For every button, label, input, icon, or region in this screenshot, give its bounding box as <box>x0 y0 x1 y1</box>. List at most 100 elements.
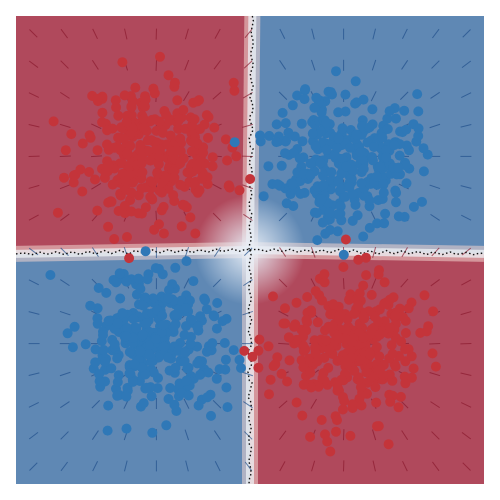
red-point <box>161 172 171 183</box>
red-point <box>316 415 327 425</box>
field-arrow <box>429 371 441 377</box>
field-arrow <box>60 28 68 39</box>
blue-point <box>281 198 292 209</box>
red-point <box>296 355 307 366</box>
blue-point <box>153 263 164 274</box>
blue-point <box>344 181 355 192</box>
blue-point <box>158 320 169 331</box>
blue-point <box>356 178 367 189</box>
blue-point <box>358 231 369 242</box>
blue-point <box>140 246 151 257</box>
red-point <box>358 332 369 343</box>
field-arrow <box>242 184 253 190</box>
red-point <box>171 145 182 156</box>
blue-point <box>181 321 191 332</box>
red-point <box>130 82 141 93</box>
red-point <box>119 90 130 101</box>
red-point <box>138 122 149 133</box>
field-arrow <box>430 91 440 99</box>
red-point <box>313 381 324 392</box>
blue-point <box>222 402 233 413</box>
red-point <box>364 348 375 359</box>
field-arrow <box>91 60 99 70</box>
blue-point <box>115 293 126 304</box>
red-point <box>387 348 398 359</box>
blue-point <box>150 334 161 345</box>
red-point <box>66 129 77 140</box>
red-point <box>161 109 171 120</box>
red-point <box>291 297 302 308</box>
red-point <box>297 410 308 421</box>
field-arrow <box>213 247 221 257</box>
red-point <box>272 352 283 363</box>
blue-point <box>312 235 323 246</box>
red-point <box>327 321 338 332</box>
red-point <box>190 228 201 239</box>
red-point <box>85 132 96 143</box>
field-arrow <box>60 213 70 221</box>
red-point <box>102 125 113 136</box>
red-point <box>427 348 438 359</box>
blue-point <box>141 318 152 329</box>
field-arrow <box>214 461 221 472</box>
blue-point <box>280 148 290 159</box>
blue-point <box>335 201 346 212</box>
red-point <box>126 101 137 112</box>
field-arrow <box>461 432 472 440</box>
red-point <box>314 290 325 301</box>
blue-point <box>318 180 329 191</box>
red-point <box>276 368 287 379</box>
blue-point <box>391 197 401 208</box>
field-arrow <box>278 278 288 288</box>
blue-point <box>202 392 213 403</box>
red-point <box>84 167 95 177</box>
blue-point <box>170 362 181 373</box>
field-arrow <box>28 311 40 315</box>
blue-point <box>45 270 56 280</box>
blue-point <box>333 133 344 144</box>
red-point <box>209 122 220 133</box>
field-arrow <box>243 279 253 287</box>
red-point <box>263 341 274 352</box>
blue-point <box>163 352 174 363</box>
red-point <box>136 151 147 162</box>
red-point <box>52 207 63 218</box>
blue-point <box>103 400 114 411</box>
red-point <box>149 88 160 99</box>
field-arrow <box>28 431 39 440</box>
red-point <box>113 110 124 121</box>
red-point <box>222 155 233 166</box>
blue-point <box>263 161 274 172</box>
field-arrow <box>399 91 409 101</box>
red-point <box>361 252 371 263</box>
red-point <box>332 332 343 342</box>
blue-point <box>310 141 321 152</box>
red-point <box>358 280 369 291</box>
blue-point <box>390 185 401 196</box>
field-arrow <box>92 28 98 40</box>
blue-point <box>131 322 142 333</box>
blue-point <box>90 357 101 368</box>
blue-point <box>299 94 310 105</box>
blue-point <box>161 420 172 431</box>
red-point <box>207 161 218 172</box>
red-point <box>421 326 432 337</box>
blue-point <box>391 113 401 124</box>
red-point <box>203 132 213 143</box>
blue-point <box>200 295 211 306</box>
red-point <box>223 180 234 191</box>
red-point <box>169 77 180 88</box>
red-point <box>395 391 406 402</box>
blue-point <box>264 130 275 141</box>
blue-point <box>192 322 203 333</box>
field-arrow <box>92 461 99 472</box>
red-point <box>231 151 242 162</box>
red-point <box>59 172 69 183</box>
red-point <box>396 336 407 347</box>
red-point <box>122 148 133 159</box>
red-point <box>371 397 382 408</box>
blue-point <box>352 210 363 221</box>
red-point <box>284 355 295 366</box>
field-arrow <box>279 461 286 472</box>
field-arrow <box>342 278 345 290</box>
